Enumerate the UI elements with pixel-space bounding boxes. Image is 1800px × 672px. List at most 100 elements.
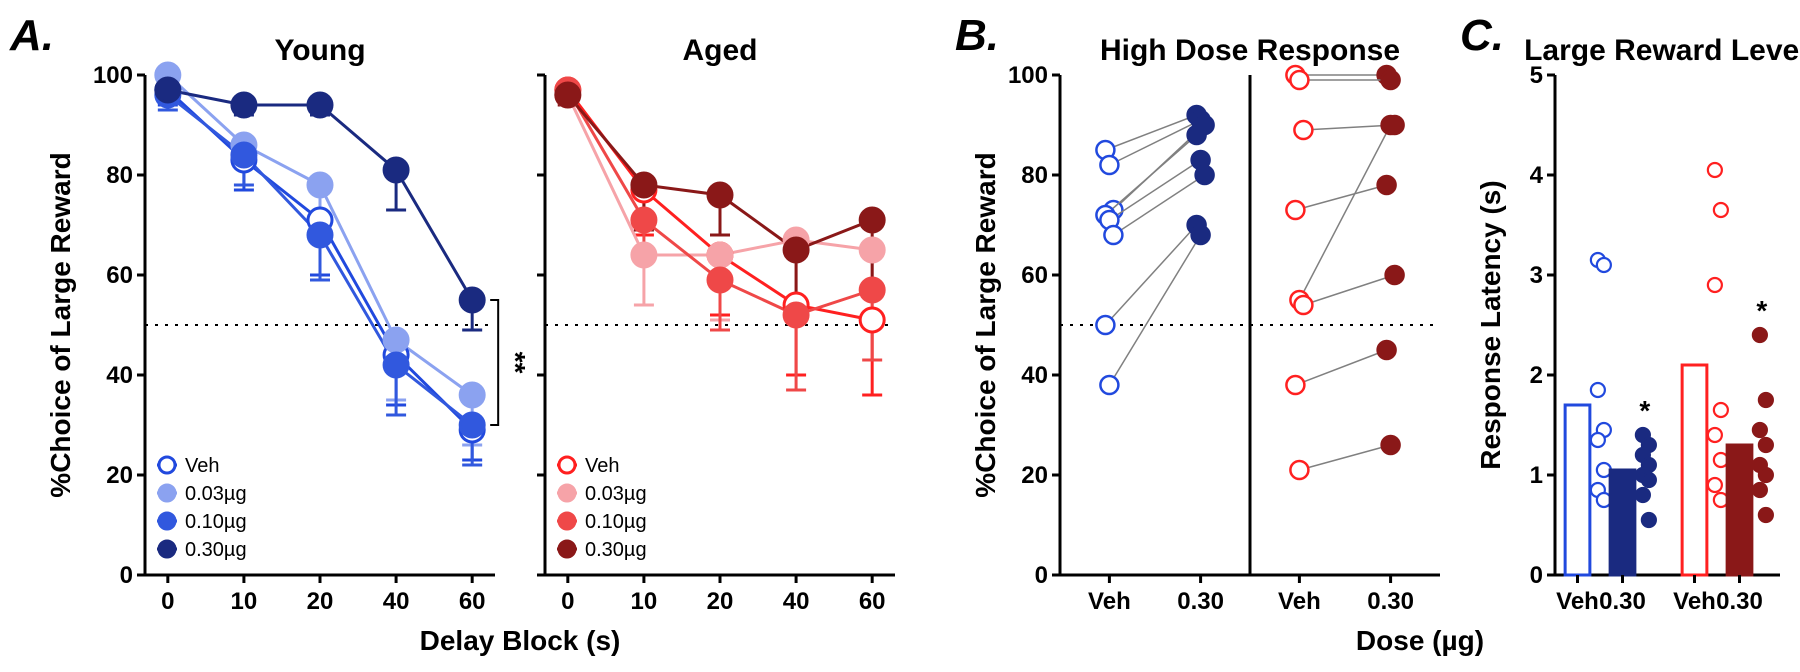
pt-young-veh	[1100, 376, 1118, 394]
ytick-label: 40	[1021, 362, 1048, 389]
marker-young-0.10µg	[460, 413, 484, 437]
xtick-label: 0.30	[1367, 588, 1414, 615]
pt-aged-drug	[1386, 266, 1404, 284]
marker-aged-0.03µg	[708, 243, 732, 267]
pair-line	[1295, 185, 1386, 210]
bar-point-3	[1753, 423, 1767, 437]
marker-aged-0.03µg	[632, 243, 656, 267]
sig-star: *	[1756, 295, 1767, 326]
ytick-label: 2	[1530, 362, 1543, 389]
ytick-label: 20	[1021, 462, 1048, 489]
xtick-label: Veh	[1556, 588, 1599, 615]
marker-young-0.10µg	[232, 143, 256, 167]
legend-label: 0.30µg	[185, 539, 247, 561]
ytick-label: 60	[1021, 262, 1048, 289]
legend-label: 0.30µg	[585, 539, 647, 561]
ytick-label: 4	[1530, 162, 1544, 189]
ytick-label: 0	[120, 562, 133, 589]
ytick-label: 100	[93, 62, 133, 89]
legend-marker	[159, 485, 175, 501]
ytick-label: 0	[1035, 562, 1048, 589]
ytick-label: 1	[1530, 462, 1543, 489]
marker-aged-0.30µg	[784, 238, 808, 262]
ytick-label: 60	[106, 262, 133, 289]
ytick-label: 0	[1530, 562, 1543, 589]
marker-young-0.03µg	[384, 328, 408, 352]
bar-point-0	[1591, 383, 1605, 397]
panel-c-title: Large Reward Lever	[1524, 34, 1800, 67]
panel-a-ylabel: %Choice of Large Reward	[45, 152, 76, 497]
legend-marker	[559, 457, 575, 473]
bar-point-1	[1642, 473, 1656, 487]
xtick-label: 60	[459, 588, 486, 615]
xtick-label: 60	[859, 588, 886, 615]
pair-line	[1303, 275, 1394, 305]
legend-label: Veh	[585, 455, 619, 477]
pt-aged-drug	[1382, 116, 1400, 134]
xtick-label: 0.30	[1599, 588, 1646, 615]
xtick-label: 0.30	[1716, 588, 1763, 615]
bar-point-3	[1753, 328, 1767, 342]
pt-aged-veh	[1286, 201, 1304, 219]
legend-marker	[559, 513, 575, 529]
panel-b-title: High Dose Response	[1100, 34, 1400, 67]
bar-point-2	[1714, 403, 1728, 417]
xtick-label: 40	[783, 588, 810, 615]
bar-point-1	[1642, 513, 1656, 527]
marker-young-0.30µg	[384, 158, 408, 182]
xtick-label: 0	[561, 588, 574, 615]
bar-point-0	[1597, 258, 1611, 272]
legend-label: 0.10µg	[585, 511, 647, 533]
marker-young-0.10µg	[384, 353, 408, 377]
ytick-label: 5	[1530, 62, 1543, 89]
bar-point-2	[1714, 203, 1728, 217]
marker-young-0.30µg	[232, 93, 256, 117]
marker-young-0.03µg	[460, 383, 484, 407]
marker-young-0.10µg	[308, 223, 332, 247]
bar-point-3	[1759, 508, 1773, 522]
pt-aged-drug	[1382, 436, 1400, 454]
sig-bracket	[490, 300, 498, 425]
bar-point-2	[1708, 428, 1722, 442]
xtick-label: 40	[383, 588, 410, 615]
panel-a-letter: A.	[9, 11, 54, 60]
legend-label: 0.03µg	[585, 483, 647, 505]
pt-young-drug	[1192, 226, 1210, 244]
bar-point-0	[1591, 433, 1605, 447]
marker-young-0.03µg	[308, 173, 332, 197]
pair-line	[1109, 235, 1200, 385]
pt-aged-veh	[1286, 376, 1304, 394]
pair-line	[1105, 135, 1196, 215]
sig-star: *	[1639, 395, 1650, 426]
marker-aged-0.30µg	[556, 83, 580, 107]
ytick-label: 3	[1530, 262, 1543, 289]
pt-young-drug	[1196, 166, 1214, 184]
marker-aged-0.30µg	[632, 173, 656, 197]
bar-point-2	[1708, 163, 1722, 177]
xtick-label: 20	[307, 588, 334, 615]
bar-point-1	[1636, 488, 1650, 502]
pt-young-veh	[1096, 316, 1114, 334]
pair-line	[1109, 160, 1200, 220]
bar-point-3	[1759, 393, 1773, 407]
bar-point-2	[1708, 478, 1722, 492]
legend-marker	[159, 513, 175, 529]
marker-aged-0.10µg	[784, 303, 808, 327]
pt-aged-drug	[1382, 71, 1400, 89]
xtick-label: 0	[161, 588, 174, 615]
panel-b-letter: B.	[955, 11, 999, 60]
bar-point-2	[1708, 278, 1722, 292]
xtick-label: Veh	[1673, 588, 1716, 615]
panel-a-young-title: Young	[274, 34, 365, 67]
pt-young-veh	[1100, 156, 1118, 174]
xtick-label: 10	[231, 588, 258, 615]
pair-line	[1299, 445, 1390, 470]
panel-c-ylabel: Response Latency (s)	[1475, 180, 1506, 469]
marker-aged-Veh	[860, 308, 884, 332]
panel-a-aged-title: Aged	[683, 34, 758, 67]
ytick-label: 80	[1021, 162, 1048, 189]
pair-line	[1295, 350, 1386, 385]
pt-aged-drug	[1378, 341, 1396, 359]
pt-aged-drug	[1378, 176, 1396, 194]
marker-aged-0.03µg	[860, 238, 884, 262]
